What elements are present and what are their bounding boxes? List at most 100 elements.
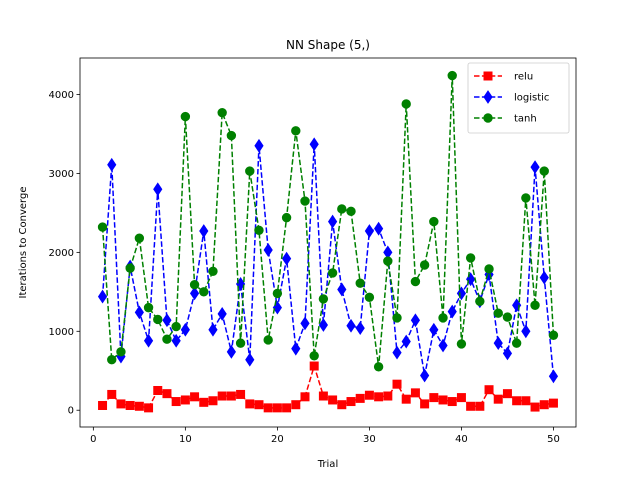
data-point-relu	[502, 389, 512, 399]
data-point-tanh	[116, 347, 126, 357]
data-point-relu	[539, 400, 549, 410]
data-point-relu	[309, 361, 319, 371]
data-point-logistic	[355, 321, 365, 336]
data-point-tanh	[337, 204, 347, 214]
data-point-relu	[300, 392, 310, 402]
data-point-relu	[521, 396, 531, 406]
data-point-relu	[530, 402, 540, 412]
data-point-logistic	[328, 214, 338, 229]
data-point-tanh	[134, 233, 145, 243]
data-point-relu	[116, 399, 126, 409]
x-tick-label: 20	[271, 434, 284, 445]
y-tick-label: 2000	[49, 248, 74, 259]
data-point-logistic	[548, 369, 559, 384]
data-point-tanh	[143, 302, 154, 313]
data-point-logistic	[143, 333, 154, 348]
data-point-logistic	[263, 243, 273, 257]
data-point-logistic	[364, 224, 375, 238]
data-point-tanh	[410, 276, 421, 287]
data-point-tanh	[438, 313, 448, 323]
data-point-tanh	[281, 212, 292, 223]
data-point-tanh	[539, 166, 549, 176]
y-axis-label: Iterations to Converge	[18, 187, 29, 299]
chart-title: NN Shape (5,)	[286, 38, 370, 52]
data-point-relu	[263, 403, 273, 413]
data-point-tanh	[235, 338, 246, 348]
data-point-tanh	[97, 222, 108, 232]
data-point-logistic	[171, 333, 181, 348]
data-point-relu	[107, 389, 117, 399]
data-point-tanh	[493, 308, 503, 318]
data-point-tanh	[364, 292, 375, 303]
data-point-relu	[162, 389, 172, 399]
data-point-tanh	[318, 294, 329, 304]
data-point-tanh	[189, 280, 200, 290]
data-point-tanh	[484, 264, 494, 274]
plot-frame	[79, 57, 577, 428]
x-axis-label: Trial	[317, 459, 338, 470]
x-tick-label: 30	[363, 434, 376, 445]
data-point-relu	[374, 392, 384, 402]
data-point-relu	[98, 400, 108, 410]
data-point-relu	[272, 403, 282, 413]
legend-marker-logistic	[483, 90, 493, 104]
data-point-logistic	[153, 182, 163, 197]
data-point-logistic	[254, 138, 264, 153]
data-point-relu	[144, 403, 154, 413]
data-point-relu	[466, 401, 476, 411]
data-point-relu	[190, 392, 200, 402]
data-point-relu	[291, 400, 301, 410]
data-point-logistic	[217, 307, 227, 321]
data-point-logistic	[226, 344, 236, 359]
data-point-logistic	[337, 282, 347, 297]
data-point-logistic	[245, 352, 255, 367]
data-point-relu	[429, 393, 439, 403]
data-point-logistic	[107, 157, 117, 172]
data-point-logistic	[180, 322, 190, 337]
data-point-relu	[245, 399, 255, 409]
data-point-relu	[171, 397, 181, 407]
legend-label-tanh: tanh	[514, 114, 537, 125]
data-point-tanh	[125, 263, 135, 273]
data-point-tanh	[162, 334, 172, 344]
y-axis: 0 1000 2000 3000 4000	[49, 90, 80, 417]
x-axis: 0 10 20 30 40 50	[90, 427, 560, 445]
data-point-logistic	[502, 346, 513, 361]
x-tick-label: 0	[90, 434, 96, 445]
data-point-relu	[346, 397, 356, 407]
data-point-logistic	[410, 313, 421, 328]
data-point-tanh	[291, 126, 301, 136]
data-point-tanh	[254, 225, 264, 235]
data-point-relu	[226, 391, 236, 401]
data-point-logistic	[429, 322, 439, 337]
legend: relu logistic tanh	[467, 62, 570, 134]
data-point-tanh	[199, 287, 209, 297]
series-relu	[98, 361, 558, 413]
data-point-tanh	[226, 130, 237, 141]
series-layer	[97, 70, 559, 413]
data-point-relu	[199, 397, 209, 407]
data-point-logistic	[300, 316, 310, 331]
data-point-tanh	[217, 107, 227, 118]
data-point-logistic	[318, 318, 328, 332]
data-point-logistic	[291, 341, 301, 356]
data-point-tanh	[465, 253, 476, 263]
data-point-tanh	[355, 278, 365, 288]
data-point-tanh	[447, 70, 457, 81]
data-point-logistic	[420, 368, 430, 383]
data-point-relu	[236, 389, 246, 399]
data-point-tanh	[327, 268, 338, 278]
data-point-logistic	[374, 221, 384, 236]
data-point-relu	[180, 395, 190, 405]
legend-marker-relu	[483, 71, 493, 81]
data-point-tanh	[171, 321, 181, 332]
data-point-relu	[318, 391, 328, 401]
series-tanh	[97, 70, 559, 372]
y-tick-label: 0	[68, 406, 74, 417]
data-point-logistic	[134, 305, 144, 320]
data-point-relu	[337, 400, 347, 410]
data-point-relu	[420, 399, 430, 409]
data-point-relu	[328, 395, 338, 405]
x-tick-label: 40	[455, 434, 468, 445]
x-tick-label: 10	[179, 434, 192, 445]
